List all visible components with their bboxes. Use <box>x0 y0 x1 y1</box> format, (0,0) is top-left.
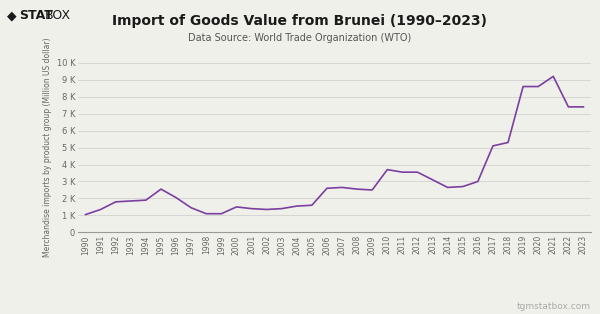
Text: STAT: STAT <box>19 9 53 22</box>
Text: tgmstatbox.com: tgmstatbox.com <box>517 302 591 311</box>
Text: Data Source: World Trade Organization (WTO): Data Source: World Trade Organization (W… <box>188 33 412 43</box>
Y-axis label: Merchandise imports by product group (Million US dollar): Merchandise imports by product group (Mi… <box>43 38 52 257</box>
Text: BOX: BOX <box>45 9 71 22</box>
Text: ◆: ◆ <box>7 9 17 22</box>
Text: Import of Goods Value from Brunei (1990–2023): Import of Goods Value from Brunei (1990–… <box>113 14 487 28</box>
